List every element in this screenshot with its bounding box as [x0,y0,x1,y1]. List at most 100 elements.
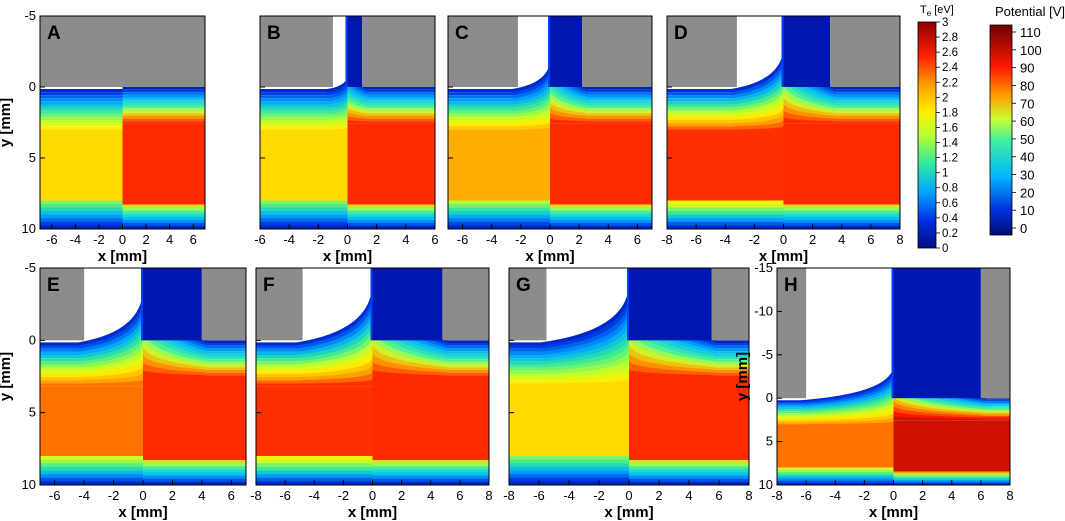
te-contour-band [256,291,373,349]
potential-contour-band [550,87,652,109]
potential-contour-band [347,100,435,111]
potential-bulk-region [629,377,749,461]
x-tick-label: -4 [78,488,90,503]
x-tick-label: -4 [70,232,82,247]
te-lower-sheath-band [40,456,143,461]
potential-lower-sheath-band [550,210,652,216]
te-contour-band [40,310,143,355]
x-tick-label: -6 [46,232,58,247]
x-tick-label: 8 [485,488,492,503]
te-colorbar-title: Te [eV] [920,4,954,18]
y-tick-label: -5 [24,8,36,23]
potential-lower-sheath-band [550,204,652,210]
potential-contour-band [347,120,435,124]
x-tick-label: 8 [1006,488,1013,503]
te-bulk-region [777,425,894,468]
x-tick-label: -2 [313,232,325,247]
potential-lower-sheath-band [372,472,489,478]
te-lower-sheath-band [509,474,629,479]
potential-contour-band [550,102,652,117]
x-tick-label: 8 [745,488,752,503]
potential-lower-sheath-band [347,219,435,225]
te-bulk-region [448,132,550,201]
te-contour-band [40,104,123,108]
te-lower-sheath-band [448,221,550,227]
te-colorbar-tick-label: 1.4 [942,138,959,150]
potential-contour-band [783,78,900,109]
potential-contour-band [122,110,205,114]
te-colorbar-tick-label: 2.4 [942,62,959,74]
te-contour-band [40,304,143,352]
wall-electrode-left [777,268,807,399]
potential-contour-band [550,113,652,122]
x-tick-label: -4 [563,488,575,503]
te-contour-band [667,120,784,130]
te-contour-band [509,372,629,384]
te-contour-band [40,379,143,387]
potential-colorbar-tick-label: 70 [1020,96,1034,111]
potential-lower-sheath-band [122,207,205,213]
potential-colorbar-title: Potential [V] [995,4,1065,19]
te-contour-band [260,100,348,111]
potential-contour-band [143,347,246,370]
te-lower-sheath-band [448,207,550,213]
te-lower-sheath-band [448,218,550,223]
te-lower-sheath-band [448,211,550,216]
y-axis-label: y [mm] [734,352,751,401]
y-tick-label: 0 [29,79,36,94]
wall-electrode-right [442,268,489,341]
x-tick-label: -6 [533,488,545,503]
x-tick-label: 2 [576,232,583,247]
potential-lower-sheath-band [122,204,205,210]
panel-c: C -6 -4 -2 0 2 4 6 x [mm] [447,15,653,265]
potential-lower-sheath-band [783,213,900,219]
potential-contour-band [122,94,205,98]
y-tick-label: 0 [29,332,36,347]
y-tick-label: 10 [22,221,36,236]
te-colorbar-tick-label: 1.6 [942,122,958,134]
te-contour-band [40,129,123,133]
wall-electrode-left [448,16,518,87]
te-lower-sheath-band [256,466,373,472]
potential-contour-band [783,66,900,103]
te-contour-band [448,122,550,130]
te-contour-band [40,352,143,374]
te-lower-sheath-band [256,456,373,461]
potential-bulk-region [122,123,205,205]
te-lower-sheath-band [777,476,894,480]
panel-b: B -6 -4 -2 0 2 4 6 x [mm] [254,15,439,265]
te-contour-band [509,350,629,374]
potential-contour-band [783,59,900,101]
potential-lower-sheath-band [893,473,1010,477]
x-tick-label: 2 [169,488,176,503]
te-colorbar-tick-label: 2.6 [942,47,958,59]
te-lower-sheath-band [667,214,784,220]
x-tick-label: 0 [546,232,553,247]
te-lower-sheath-band [40,207,123,213]
te-contour-band [667,90,784,114]
potential-contour-band [122,113,205,117]
te-lower-sheath-band [40,459,143,465]
potential-lower-sheath-band [629,466,749,471]
potential-lower-sheath-band [143,475,246,481]
x-axis-label: x [mm] [759,248,808,265]
potential-lower-sheath-band [347,216,435,222]
slot-throat-edge [891,268,894,399]
te-contour-band [777,417,894,425]
x-tick-label: -6 [49,488,61,503]
te-lower-sheath-band [40,204,123,209]
te-lower-sheath-band [777,474,894,478]
x-tick-label: 0 [139,488,146,503]
potential-lower-sheath-band [893,476,1010,480]
te-contour-band [448,127,550,133]
te-colorbar-tick-label: 0.2 [942,228,958,240]
x-tick-label: -4 [308,488,320,503]
te-contour-band [256,379,373,387]
x-axis-label: x [mm] [323,248,372,265]
te-lower-sheath-band [40,214,123,220]
potential-contour-band [783,104,900,119]
slot-throat-edge [345,16,348,87]
potential-lower-sheath-band [372,463,489,468]
te-contour-band [509,306,629,355]
wall-electrode-left [40,16,123,87]
